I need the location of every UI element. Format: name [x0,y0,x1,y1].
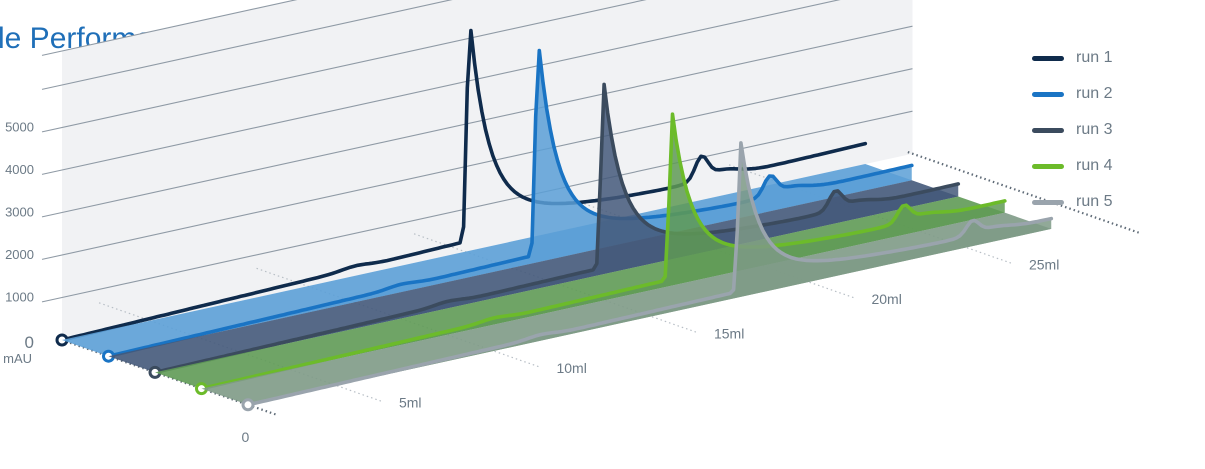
axis-labels: 010002000300040005000mAU05ml10ml15ml20ml… [3,120,1059,445]
legend-label: run 2 [1076,85,1113,102]
gridline [41,110,913,303]
x-tick-label: 15ml [714,325,744,341]
legend-label: run 4 [1076,157,1113,174]
y-tick-label: 2000 [5,247,34,262]
floor-guide [256,267,541,368]
y-tick-label: 0 [25,333,34,352]
series-line [106,48,914,358]
y-tick-label: 4000 [5,162,34,177]
legend-label: run 5 [1076,193,1113,210]
legend-swatch-run5 [1032,199,1064,205]
legend-label: run 1 [1076,49,1113,66]
x-tick-label: 5ml [399,394,422,410]
gridline [41,0,298,56]
gridline [41,25,913,218]
gridline [41,68,913,260]
y-axis-label: mAU [3,351,32,366]
series-line [60,28,868,342]
legend-label: run 3 [1076,121,1113,138]
gridline [41,0,453,90]
legend-item[interactable]: run 3 [1032,112,1172,148]
x-tick-label: 25ml [1029,256,1059,272]
legend-item[interactable]: run 4 [1032,148,1172,184]
series-line [153,82,961,375]
series-layer [55,28,1054,412]
legend-item[interactable]: run 2 [1032,76,1172,112]
legend: run 1 run 2 run 3 run 4 run 5 [1032,40,1172,220]
y-tick-label: 1000 [5,290,34,305]
legend-swatch-run3 [1032,127,1064,133]
gridline [41,0,647,133]
x-tick-label: 0 [241,429,249,445]
floor-edge-right [907,151,1141,235]
series-line [246,141,1054,407]
back-wall-panel [62,0,913,340]
series-run-5 [201,141,1054,412]
legend-item[interactable]: run 5 [1032,184,1172,220]
y-tick-label: 3000 [5,205,34,220]
legend-swatch-run2 [1032,91,1064,97]
floor-guide [413,233,698,334]
y-tick-label: 5000 [5,120,34,135]
x-tick-label: 10ml [556,360,586,376]
series-start-marker [241,398,255,412]
x-tick-label: 20ml [871,291,901,307]
series-line [199,112,1007,391]
legend-swatch-run1 [1032,55,1064,61]
legend-item[interactable]: run 1 [1032,40,1172,76]
legend-swatch-run4 [1032,163,1064,169]
back-wall [41,0,913,340]
